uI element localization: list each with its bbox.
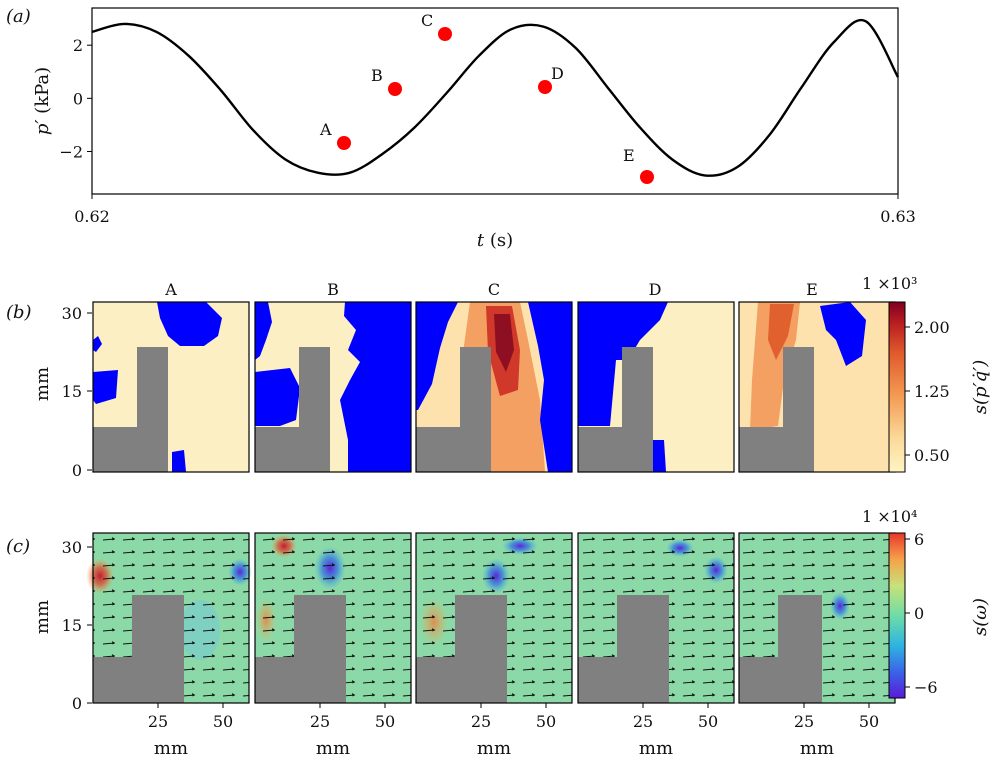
vorticity-panel-E [738, 532, 896, 704]
x-axis-label-c: mm [800, 738, 834, 759]
x-tick-label: 25 [633, 712, 653, 731]
colorbar-tick-c: 6 [914, 530, 924, 549]
y-tick-label: 30 [62, 304, 82, 323]
phase-marker-E [640, 170, 654, 184]
panel-title-D: D [649, 280, 662, 299]
y-tick-label: 0 [73, 89, 83, 108]
vorticity-panel-C [415, 532, 573, 704]
y-axis-label-a: p′ (kPa) [32, 67, 53, 135]
phase-label-D: D [551, 64, 564, 83]
panel-title-A: A [164, 280, 177, 299]
y-tick-label: 0 [72, 461, 82, 480]
svg-text:p′ (kPa): p′ (kPa) [32, 67, 53, 135]
colorbar-tick-b: 0.50 [914, 446, 950, 465]
panel-title-E: E [806, 280, 818, 299]
colorbar-tick-c: 0 [914, 604, 924, 623]
colorbar-scale-c: 1 ×10⁴ [862, 507, 917, 526]
heatmap-panel-C: C [415, 280, 573, 473]
x-tick-label: 0.63 [880, 207, 916, 226]
vorticity-panel-D [577, 532, 735, 704]
phase-marker-B [388, 82, 402, 96]
y-tick-label: 0 [72, 694, 82, 713]
y-ticks-b: 30 15 0 [62, 304, 92, 480]
x-axis-label-c: mm [639, 738, 673, 759]
phase-label-E: E [623, 146, 635, 165]
y-ticks-c: 30 15 0 [62, 538, 92, 713]
colorbar-tick-b: 1.25 [914, 382, 950, 401]
pressure-series-line [91, 18, 900, 177]
y-tick-label: 15 [62, 616, 82, 635]
x-tick-label: 50 [213, 712, 233, 731]
x-tick-label: 25 [794, 712, 814, 731]
x-axis-label-a: t (s) [477, 230, 513, 251]
line-plot-panel-a: −2 0 2 0.62 0.63 A B C D E [59, 7, 916, 226]
y-tick-label: 15 [62, 382, 82, 401]
heatmap-panel-A: A [92, 280, 250, 473]
colorbar-label-b: s(p′q̇′) [970, 360, 991, 415]
phase-label-A: A [319, 120, 332, 139]
x-axis-label-c: mm [316, 738, 350, 759]
x-axis-label-c: mm [477, 738, 511, 759]
phase-marker-A [337, 136, 351, 150]
y-ticks-a: −2 0 2 [59, 36, 92, 161]
vorticity-panel-A [86, 532, 252, 704]
heatmap-panel-B: B [254, 280, 412, 473]
panel-label-a: (a) [6, 6, 31, 27]
colorbar-tick-b: 2.00 [914, 318, 950, 337]
x-tick-label: 0.62 [74, 207, 110, 226]
phase-label-B: B [371, 66, 383, 85]
x-tick-label: 25 [310, 712, 330, 731]
y-axis-label-b: mm [32, 367, 53, 401]
y-tick-label: 2 [73, 36, 83, 55]
x-tick-label: 50 [536, 712, 556, 731]
x-tick-label: 50 [375, 712, 395, 731]
x-tick-label: 25 [471, 712, 491, 731]
colorbar-scale-b: 1 ×10³ [862, 274, 917, 293]
heatmap-panel-E: E [738, 280, 896, 473]
colorbar-label-c: s(ω) [970, 598, 991, 636]
phase-label-C: C [421, 11, 433, 30]
phase-marker-D [538, 80, 552, 94]
y-tick-label: 30 [62, 538, 82, 557]
x-ticks-a: 0.62 0.63 [74, 194, 916, 226]
panel-label-b: (b) [6, 302, 32, 323]
colorbar-tick-c: −6 [914, 678, 938, 697]
phase-marker-C [438, 27, 452, 41]
vorticity-panel-B [254, 532, 412, 704]
x-tick-label: 50 [698, 712, 718, 731]
y-tick-label: −2 [59, 142, 83, 161]
panel-title-B: B [327, 280, 339, 299]
y-axis-label-c: mm [32, 600, 53, 634]
heatmap-panel-D: D [577, 280, 735, 473]
panel-title-C: C [488, 280, 500, 299]
plot-frame-a [91, 7, 899, 195]
x-ticks-c: 25 50 mm 25 50 mm 25 50 mm 25 50 mm 25 50 mm [148, 703, 879, 759]
panel-label-c: (c) [6, 536, 30, 557]
x-tick-label: 50 [859, 712, 879, 731]
x-tick-label: 25 [148, 712, 168, 731]
vorticity-panels [86, 532, 896, 704]
colorbar-b: 1 ×10³ 2.00 1.25 0.50 s(p′q̇′) [862, 274, 991, 473]
colorbar-c: 1 ×10⁴ 6 0 −6 s(ω) [862, 507, 991, 699]
phase-markers: A B C D E [319, 11, 654, 184]
x-axis-label-c: mm [154, 738, 188, 759]
